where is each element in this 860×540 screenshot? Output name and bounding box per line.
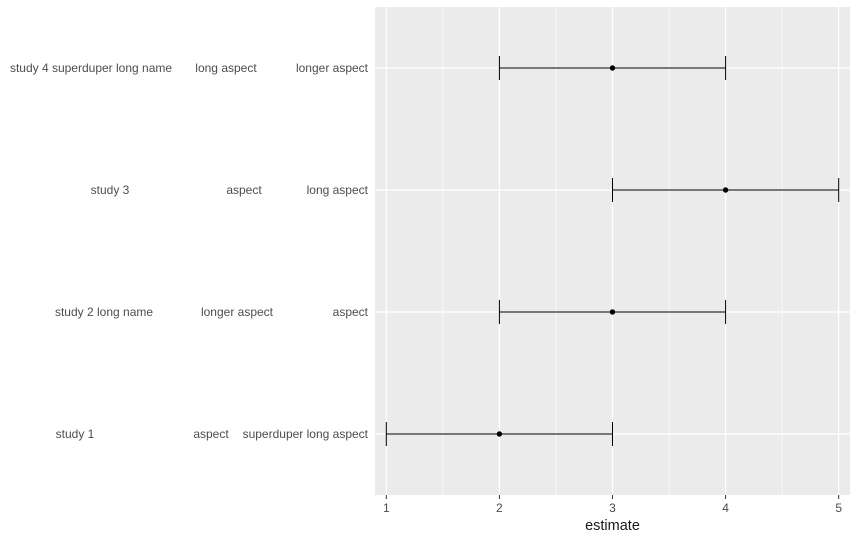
error-bars xyxy=(385,56,840,446)
errorbar-row xyxy=(385,422,613,446)
x-tick-label: 2 xyxy=(496,501,503,515)
minor-gridlines xyxy=(442,7,783,495)
aspect-label: aspect xyxy=(226,183,262,197)
errorbar-row xyxy=(498,300,727,324)
aspect-detail-label: longer aspect xyxy=(296,61,369,75)
aspect-detail-label: long aspect xyxy=(307,183,369,197)
x-tick-label: 3 xyxy=(609,501,616,515)
estimate-point xyxy=(609,309,616,315)
estimate-point xyxy=(496,431,503,437)
x-axis: 1 2 3 4 5 xyxy=(383,495,842,515)
aspect-label: aspect xyxy=(193,427,229,441)
aspect-label: longer aspect xyxy=(201,305,274,319)
study-label: study 4 superduper long name xyxy=(10,61,172,75)
aspect-detail-label: superduper long aspect xyxy=(243,427,369,441)
study-label: study 2 long name xyxy=(55,305,153,319)
x-axis-title: estimate xyxy=(585,518,640,534)
x-tick-label: 1 xyxy=(383,501,390,515)
study-label: study 1 xyxy=(56,427,95,441)
x-tick-label: 4 xyxy=(722,501,729,515)
x-tick-label: 5 xyxy=(835,501,842,515)
estimate-point xyxy=(722,187,729,193)
aspect-label: long aspect xyxy=(195,61,257,75)
aspect-detail-label: aspect xyxy=(333,305,369,319)
study-label: study 3 xyxy=(91,183,130,197)
row-labels: study 4 superduper long name long aspect l… xyxy=(10,61,369,441)
estimate-point xyxy=(609,65,616,71)
errorbar-row xyxy=(612,178,840,202)
errorbar-row xyxy=(498,56,727,80)
